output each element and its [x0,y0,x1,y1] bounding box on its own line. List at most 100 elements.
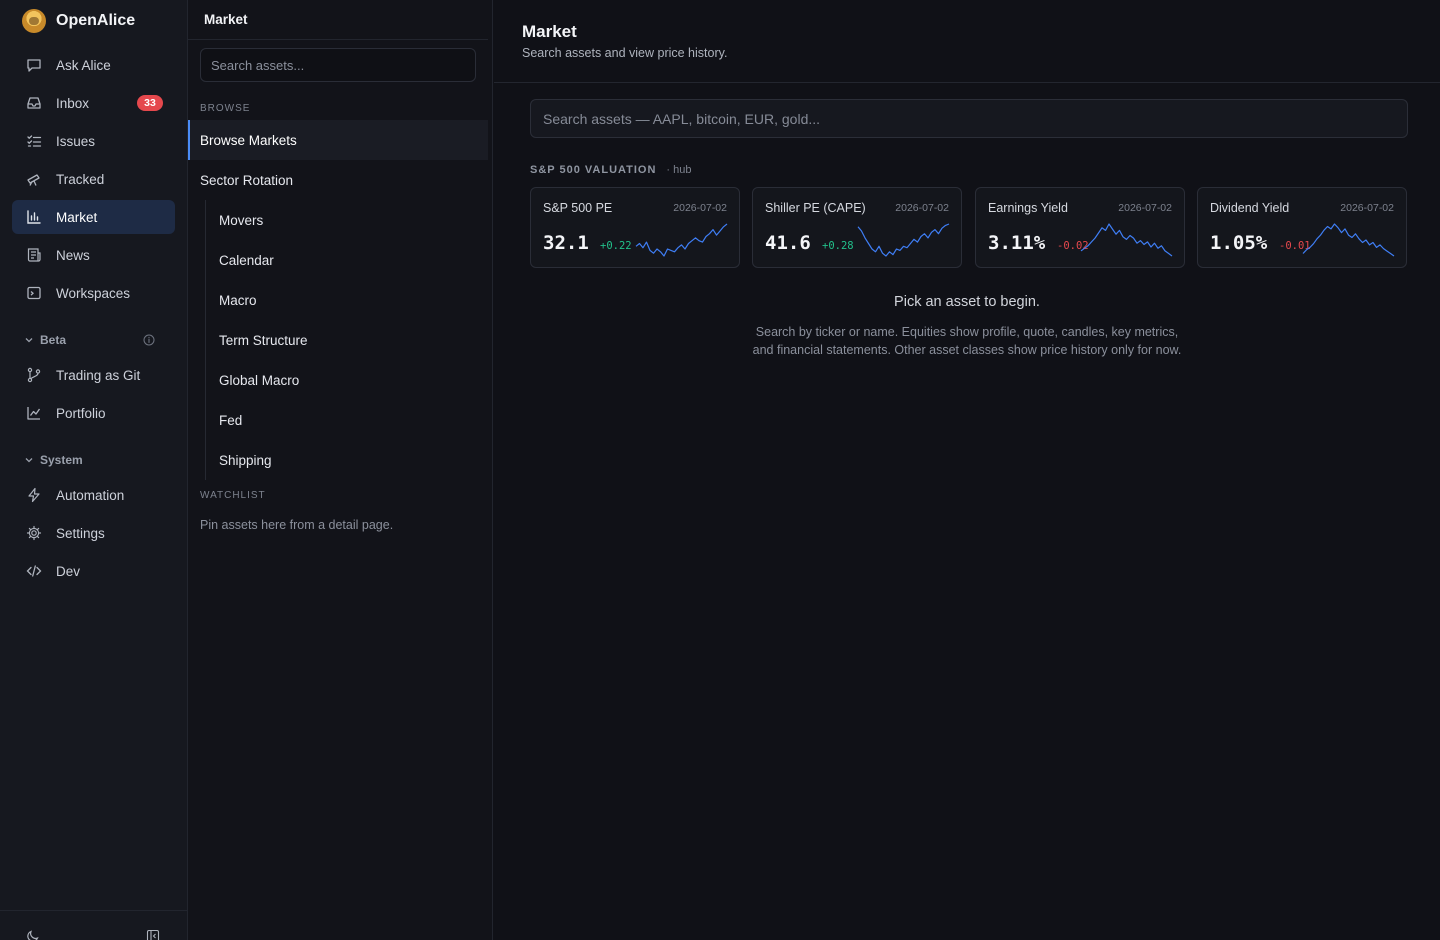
git-branch-icon [27,367,41,383]
empty-state-description: Search by ticker or name. Equities show … [494,323,1440,359]
valuation-title: S&P 500 VALUATION [530,164,657,176]
subnav-item-sector-rotation[interactable]: Sector Rotation [188,160,488,200]
card-date: 2026-07-02 [673,202,727,214]
collapse-sidebar-icon[interactable] [146,929,160,940]
nav-label: Tracked [56,171,105,187]
sparkline-chart [1302,223,1395,257]
moon-icon[interactable] [26,929,40,940]
section-toggle-beta[interactable]: Beta [24,331,66,349]
checklist-icon [27,135,42,147]
nav-item-inbox[interactable]: Inbox 33 [12,86,175,120]
nav-label: Ask Alice [56,57,111,73]
nav-item-portfolio[interactable]: Portfolio [12,396,175,430]
nav-item-automation[interactable]: Automation [12,478,175,512]
chat-bubble-icon [27,59,41,72]
valuation-tag: · hub [666,164,692,176]
inbox-icon [27,97,41,109]
card-change: +0.28 [822,240,854,252]
newspaper-icon [27,248,41,262]
bar-chart-icon [27,210,41,224]
empty-desc-line: Search by ticker or name. Equities show … [755,325,1179,339]
asset-search-input[interactable] [530,99,1408,138]
valuation-header: S&P 500 VALUATION · hub [530,164,692,176]
section-label: System [40,453,83,467]
nav-label: Workspaces [56,285,131,301]
nav-item-news[interactable]: News [12,238,175,272]
card-date: 2026-07-02 [1340,202,1394,214]
empty-desc-line: and financial statements. Other asset cl… [752,343,1182,357]
nest-guide-line [205,200,206,480]
openalice-logo-icon [22,9,46,33]
subnav-item-fed[interactable]: Fed [188,400,488,440]
subnav-label: Sector Rotation [200,172,294,188]
valuation-card-dividend-yield[interactable]: Dividend Yield 2026-07-02 1.05% -0.01 [1197,187,1407,268]
section-label: Beta [40,333,67,347]
divider [188,39,488,40]
market-subnav: Market BROWSE Browse Markets Sector Rota… [188,0,493,940]
info-icon[interactable] [143,334,155,346]
card-value: 32.1 [543,232,589,254]
app-name: OpenAlice [56,12,136,29]
card-value: 3.11% [988,232,1046,254]
card-change: -0.02 [1057,240,1089,252]
sparkline-chart [857,223,950,257]
subnav-label: Calendar [219,252,274,268]
sparkline-path [1080,223,1173,257]
subnav-label: Global Macro [219,372,300,388]
nav-item-ask-alice[interactable]: Ask Alice [12,48,175,82]
subnav-label: Movers [219,212,264,228]
subnav-search-input[interactable] [200,48,476,82]
nav-label: Dev [56,563,81,579]
subnav-item-shipping[interactable]: Shipping [188,440,488,480]
sparkline-chart [635,223,728,257]
nav-item-trading-as-git[interactable]: Trading as Git [12,358,175,392]
telescope-icon [27,174,40,186]
subnav-label: Shipping [219,452,272,468]
sparkline-chart [1080,223,1173,257]
card-date: 2026-07-02 [895,202,949,214]
browse-group-label: BROWSE [200,103,251,114]
nav-label: Inbox [56,95,90,111]
sidebar-footer [0,910,187,940]
valuation-card-shiller-pe[interactable]: Shiller PE (CAPE) 2026-07-02 41.6 +0.28 [752,187,962,268]
nav-label: Trading as Git [56,367,141,383]
subnav-item-macro[interactable]: Macro [188,280,488,320]
nav-item-issues[interactable]: Issues [12,124,175,158]
section-toggle-system[interactable]: System [24,451,83,469]
sparkline-path [857,223,950,257]
nav-item-market[interactable]: Market [12,200,175,234]
line-chart-icon [27,407,41,420]
nav-item-workspaces[interactable]: Workspaces [12,276,175,310]
page-subtitle: Search assets and view price history. [522,46,728,60]
subnav-label: Macro [219,292,257,308]
subnav-label: Browse Markets [200,132,297,148]
sparkline-path [635,223,728,257]
card-value: 41.6 [765,232,811,254]
subnav-item-movers[interactable]: Movers [188,200,488,240]
subnav-item-term-structure[interactable]: Term Structure [188,320,488,360]
main-sidebar: OpenAlice Ask Alice Inbox 33 Issues Trac… [0,0,188,940]
card-name: Shiller PE (CAPE) [765,201,866,215]
subnav-label: Term Structure [219,332,308,348]
divider [494,82,1440,83]
card-change: -0.01 [1279,240,1311,252]
empty-state-title: Pick an asset to begin. [894,294,1040,310]
chevron-down-icon [25,458,33,463]
nav-item-settings[interactable]: Settings [12,516,175,550]
valuation-card-sp500-pe[interactable]: S&P 500 PE 2026-07-02 32.1 +0.22 [530,187,740,268]
subnav-item-global-macro[interactable]: Global Macro [188,360,488,400]
nav-item-tracked[interactable]: Tracked [12,162,175,196]
valuation-card-earnings-yield[interactable]: Earnings Yield 2026-07-02 3.11% -0.02 [975,187,1185,268]
code-icon [26,565,42,577]
brand[interactable]: OpenAlice [22,8,135,34]
page-title: Market [522,22,577,41]
nav-item-dev[interactable]: Dev [12,554,175,588]
nav-label: Settings [56,525,105,541]
subnav-label: Fed [219,412,243,428]
card-change: +0.22 [600,240,632,252]
subnav-item-calendar[interactable]: Calendar [188,240,488,280]
main-content: Market Search assets and view price hist… [494,0,1440,940]
lightning-icon [28,487,40,503]
subnav-item-browse-markets[interactable]: Browse Markets [188,120,488,160]
inbox-count-badge: 33 [137,95,163,111]
